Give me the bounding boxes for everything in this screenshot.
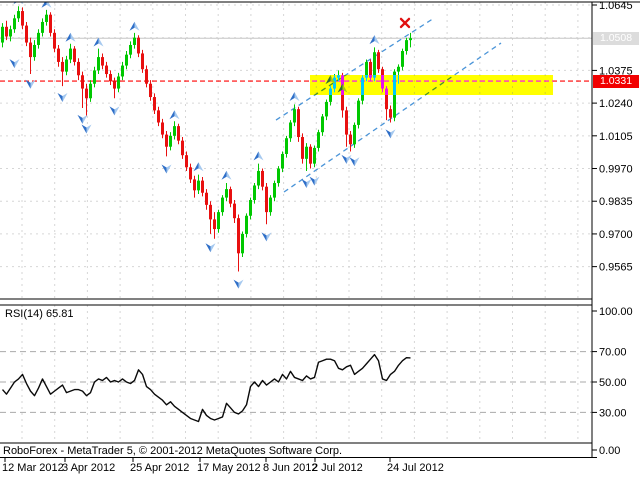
trend-lines xyxy=(275,17,502,193)
price-axis-label: 1.0105 xyxy=(599,131,633,143)
price-axis-label: 1.0240 xyxy=(599,98,633,110)
fractal-arrow-icons xyxy=(9,2,396,289)
price-axis-label: 0.9700 xyxy=(599,229,633,241)
date-axis-label: 24 Jul 2012 xyxy=(387,462,444,474)
price-axis-label: 0.9835 xyxy=(599,196,633,208)
rsi-line xyxy=(1,353,411,423)
date-axis-label: 12 Mar 2012 xyxy=(2,462,64,474)
date-axis-label: 2 Jul 2012 xyxy=(312,462,363,474)
price-axis-label: 1.0375 xyxy=(599,65,633,77)
price-axis-label: 0.9970 xyxy=(599,164,633,176)
price-pane[interactable] xyxy=(0,0,592,289)
date-axis-label: 17 May 2012 xyxy=(197,462,261,474)
rsi-axis-label: 100.00 xyxy=(599,306,633,318)
price-tag-current: 1.0508 xyxy=(593,31,639,45)
date-axis-label: 3 Apr 2012 xyxy=(62,462,115,474)
rsi-axis-label: 50.00 xyxy=(599,377,627,389)
price-axis-label: 0.9565 xyxy=(599,262,633,274)
price-axis-label: 1.0645 xyxy=(599,0,633,12)
sell-signal-x-icon xyxy=(399,17,411,29)
rsi-level-lines xyxy=(0,351,592,413)
date-axis-label: 25 Apr 2012 xyxy=(130,462,189,474)
rsi-axis-label: 30.00 xyxy=(599,407,627,419)
price-tag-alert: 1.0331 xyxy=(593,74,639,88)
rsi-axis-label: 70.00 xyxy=(599,347,627,359)
candles xyxy=(1,6,412,272)
date-axis-label: 8 Jun 2012 xyxy=(263,462,317,474)
rsi-axis-label: 0.00 xyxy=(599,445,620,457)
pane-borders xyxy=(0,1,640,458)
axis-labels: 1.0645 1.0375 1.0240 1.0105 0.9970 0.9835 0.97… xyxy=(2,0,633,474)
rsi-pane[interactable] xyxy=(1,353,411,423)
grid-lines xyxy=(0,2,592,443)
